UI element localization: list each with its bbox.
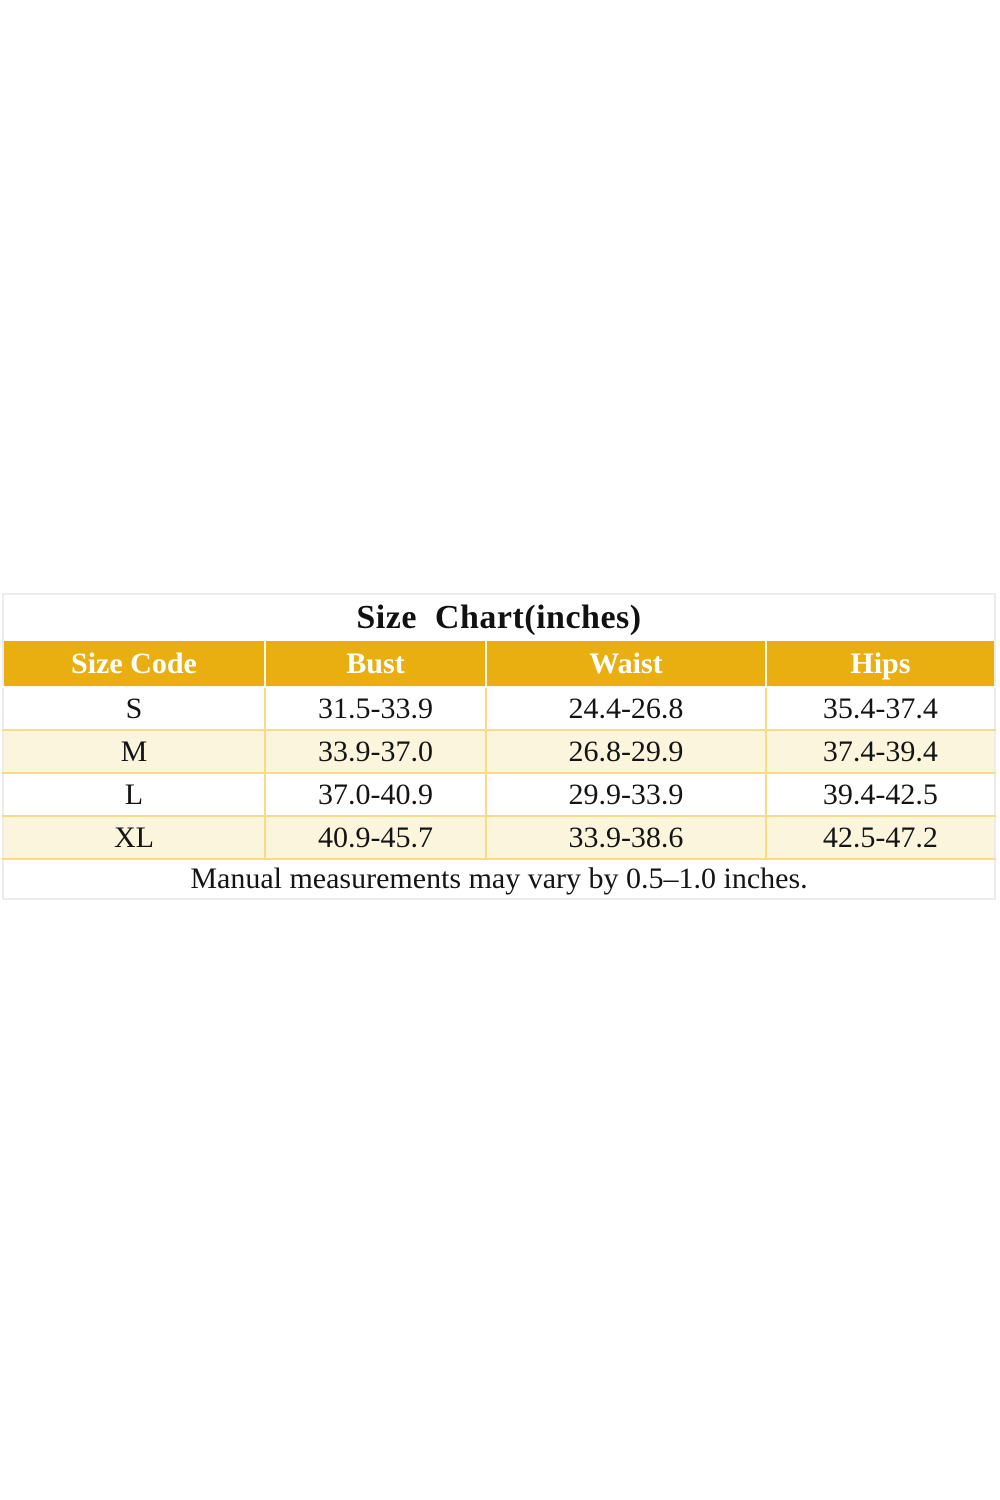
- hips-range-cell: 42.5-47.2: [764, 815, 995, 859]
- table-row-size-xl: XL 40.9-45.7 33.9-38.6 42.5-47.2: [3, 815, 995, 859]
- table-row-size-s: S 31.5-33.9 24.4-26.8 35.4-37.4: [3, 687, 995, 730]
- size-chart-footnote-row: Manual measurements may vary by 0.5–1.0 …: [3, 858, 995, 899]
- hips-range-cell: 37.4-39.4: [764, 729, 995, 773]
- waist-range-cell: 29.9-33.9: [485, 772, 766, 816]
- size-code-cell: M: [3, 729, 265, 773]
- size-chart-title: Size Chart(inches): [3, 594, 995, 641]
- hips-range-cell: 39.4-42.5: [764, 772, 995, 816]
- size-chart-table: Size Chart(inches) Size Code Bust Waist …: [2, 593, 996, 900]
- size-code-cell: S: [3, 687, 265, 730]
- waist-range-cell: 24.4-26.8: [485, 687, 766, 730]
- column-header-hips: Hips: [764, 641, 995, 688]
- column-header-waist: Waist: [485, 641, 766, 688]
- column-header-bust: Bust: [263, 641, 487, 688]
- table-row-size-m: M 33.9-37.0 26.8-29.9 37.4-39.4: [3, 729, 995, 773]
- bust-range-cell: 31.5-33.9: [263, 687, 487, 730]
- waist-range-cell: 26.8-29.9: [485, 729, 766, 773]
- size-code-cell: L: [3, 772, 265, 816]
- waist-range-cell: 33.9-38.6: [485, 815, 766, 859]
- size-chart-footnote: Manual measurements may vary by 0.5–1.0 …: [3, 858, 995, 899]
- size-code-cell: XL: [3, 815, 265, 859]
- size-chart-title-row: Size Chart(inches): [3, 594, 995, 641]
- hips-range-cell: 35.4-37.4: [764, 687, 995, 730]
- bust-range-cell: 40.9-45.7: [263, 815, 487, 859]
- bust-range-cell: 37.0-40.9: [263, 772, 487, 816]
- table-row-size-l: L 37.0-40.9 29.9-33.9 39.4-42.5: [3, 772, 995, 816]
- size-chart-header-row: Size Code Bust Waist Hips: [3, 641, 995, 688]
- column-header-size-code: Size Code: [3, 641, 265, 688]
- bust-range-cell: 33.9-37.0: [263, 729, 487, 773]
